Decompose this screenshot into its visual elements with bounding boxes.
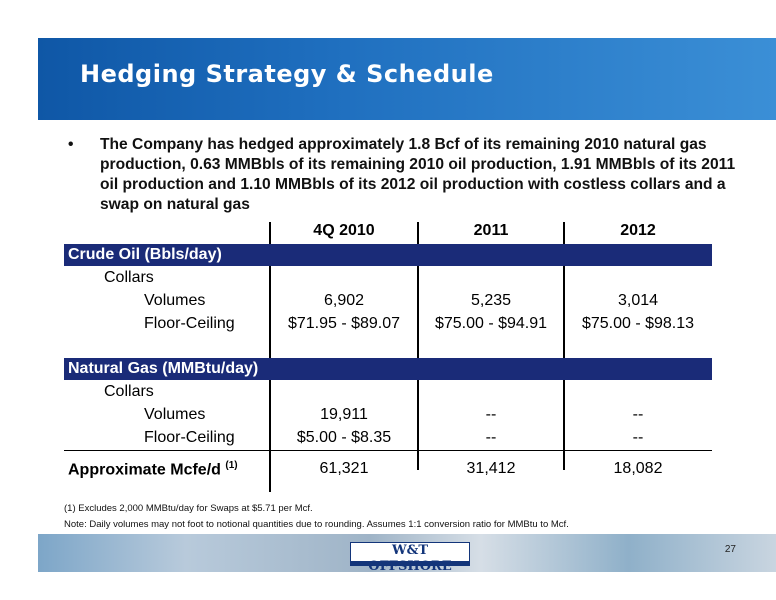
gas-volume-2012: --	[632, 406, 644, 423]
crude-floor-2012: $75.00 - $98.13	[581, 315, 695, 332]
column-separator	[417, 222, 419, 470]
natural-gas-label: Natural Gas (MMBtu/day)	[68, 360, 259, 377]
column-header-2011: 2011	[473, 222, 509, 239]
column-header-4q2010: 4Q 2010	[313, 222, 375, 239]
footer-photo-band: W&T OFFSHORE 27	[38, 534, 776, 572]
column-separator	[563, 222, 565, 470]
crude-oil-label: Crude Oil (Bbls/day)	[68, 246, 222, 263]
table-row: Volumes 19,911 -- --	[64, 404, 712, 427]
total-2011: 31,412	[466, 460, 516, 477]
logo-underline	[351, 561, 469, 565]
crude-volume-4q2010: 6,902	[323, 292, 365, 309]
gas-volume-4q2010: 19,911	[320, 406, 368, 423]
table-row: Approximate Mcfe/d (1) 61,321 31,412 18,…	[64, 458, 712, 481]
footnote: (1) Excludes 2,000 MMBtu/day for Swaps a…	[64, 503, 313, 514]
total-label: Approximate Mcfe/d (1)	[68, 460, 238, 479]
crude-volume-2011: 5,235	[470, 292, 512, 309]
total-note-ref: (1)	[225, 460, 238, 471]
crude-oil-band: Crude Oil (Bbls/day)	[64, 244, 712, 266]
bullet-symbol: •	[68, 136, 74, 153]
total-2012: 18,082	[613, 460, 663, 477]
gas-collars-label: Collars	[104, 383, 154, 400]
crude-floor-label: Floor-Ceiling	[144, 315, 235, 332]
natural-gas-band: Natural Gas (MMBtu/day)	[64, 358, 712, 380]
table-row: Collars	[64, 381, 712, 404]
gas-volume-2011: --	[485, 406, 497, 423]
column-separator	[269, 222, 271, 492]
total-label-text: Approximate Mcfe/d	[68, 461, 221, 479]
table-divider	[64, 450, 712, 451]
title-bar: Hedging Strategy & Schedule	[38, 38, 776, 120]
crude-volume-2012: 3,014	[617, 292, 659, 309]
table-row: Collars	[64, 267, 712, 290]
note: Note: Daily volumes may not foot to noti…	[64, 519, 569, 530]
table-row: Volumes 6,902 5,235 3,014	[64, 290, 712, 313]
table-row: Floor-Ceiling $5.00 - $8.35 -- --	[64, 427, 712, 450]
logo-text: W&T OFFSHORE	[368, 543, 452, 572]
gas-floor-4q2010: $5.00 - $8.35	[296, 429, 392, 446]
slide-title: Hedging Strategy & Schedule	[80, 60, 494, 88]
page-number: 27	[724, 544, 736, 555]
company-logo: W&T OFFSHORE	[350, 542, 470, 572]
gas-floor-2011: --	[485, 429, 497, 446]
crude-floor-4q2010: $71.95 - $89.07	[287, 315, 401, 332]
gas-volumes-label: Volumes	[144, 406, 206, 423]
gas-floor-label: Floor-Ceiling	[144, 429, 235, 446]
column-header-2012: 2012	[620, 222, 656, 239]
crude-floor-2011: $75.00 - $94.91	[434, 315, 548, 332]
gas-floor-2012: --	[632, 429, 644, 446]
crude-collars-label: Collars	[104, 269, 154, 286]
table-row: Floor-Ceiling $71.95 - $89.07 $75.00 - $…	[64, 313, 712, 336]
bullet-text: The Company has hedged approximately 1.8…	[100, 136, 736, 213]
total-4q2010: 61,321	[319, 460, 369, 477]
hedging-table: 4Q 2010 2011 2012 Crude Oil (Bbls/day) C…	[64, 222, 712, 492]
crude-volumes-label: Volumes	[144, 292, 206, 309]
